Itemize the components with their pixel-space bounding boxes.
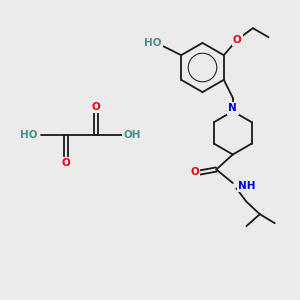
Text: NH: NH bbox=[238, 181, 256, 191]
Text: HO: HO bbox=[20, 130, 37, 140]
Text: HO: HO bbox=[144, 38, 162, 48]
Text: O: O bbox=[61, 158, 70, 169]
Text: OH: OH bbox=[123, 130, 141, 140]
Text: O: O bbox=[233, 34, 242, 45]
Text: O: O bbox=[92, 101, 100, 112]
Text: N: N bbox=[228, 103, 237, 113]
Text: N: N bbox=[228, 103, 237, 113]
Text: O: O bbox=[190, 167, 199, 178]
